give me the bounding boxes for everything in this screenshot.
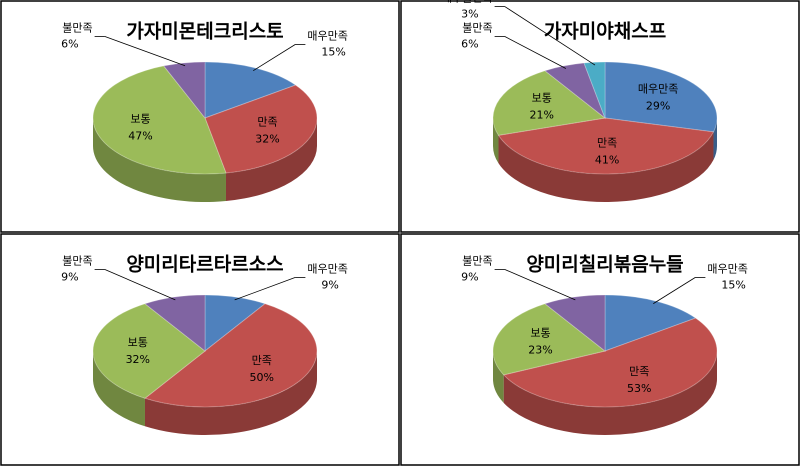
chart-title: 가자미몬테크리스토 — [126, 21, 283, 43]
pie-slice — [497, 117, 715, 175]
value-label: 50% — [250, 371, 274, 384]
category-label: 보통 — [532, 92, 552, 105]
pie-slice — [143, 303, 318, 408]
category-label: 보통 — [530, 327, 550, 340]
pie-slice — [92, 65, 227, 175]
pie-slice — [492, 303, 607, 376]
leader-line — [253, 44, 296, 71]
leader-line — [504, 269, 576, 301]
category-label: 만족 — [629, 365, 649, 378]
leader-line — [104, 36, 186, 67]
leader-line — [104, 269, 176, 301]
category-label: 만족 — [252, 354, 272, 367]
leader-line — [504, 6, 596, 66]
chart-title: 양미리타르타르소스 — [126, 254, 283, 276]
pie-slice — [583, 61, 606, 119]
pie-slice — [204, 84, 318, 174]
value-label: 23% — [528, 344, 552, 357]
category-label: 매우만족 — [707, 262, 747, 275]
pie-slice — [604, 294, 697, 352]
pie-slice — [502, 317, 718, 408]
pie-slice — [143, 294, 206, 353]
value-label: 15% — [321, 45, 345, 58]
chart-title: 양미리칠리볶음누들 — [526, 254, 683, 276]
leader-line — [234, 277, 296, 301]
category-label: 매우만족 — [307, 262, 347, 275]
category-label: 불만족 — [62, 21, 92, 34]
value-label: 32% — [126, 353, 150, 366]
leader-line — [653, 277, 696, 304]
value-label: 6% — [61, 37, 78, 50]
category-label: 보통 — [128, 336, 148, 349]
pie-slice — [543, 294, 606, 353]
value-label: 21% — [530, 109, 554, 122]
value-label: 47% — [128, 129, 152, 142]
chart-title: 가자미야채스프 — [544, 21, 666, 43]
value-label: 29% — [646, 99, 670, 112]
category-label: 매우만족 — [307, 29, 347, 42]
pie-side — [713, 118, 717, 160]
category-label: 매우불만족 — [442, 0, 493, 4]
leader-line — [504, 36, 567, 69]
value-label: 41% — [595, 154, 619, 167]
value-label: 9% — [61, 270, 78, 283]
value-label: 9% — [461, 270, 478, 283]
value-label: 53% — [627, 382, 651, 395]
value-label: 15% — [721, 278, 745, 291]
pie-side — [225, 118, 317, 202]
category-label: 매우만족 — [638, 82, 678, 95]
pie-slice — [204, 61, 297, 119]
category-label: 불만족 — [62, 254, 92, 267]
pie-side — [498, 131, 714, 203]
pie-slice — [543, 62, 607, 120]
pie-slice — [604, 61, 718, 133]
pie-side — [503, 351, 717, 435]
pie-slice — [492, 70, 607, 136]
pie-side — [93, 351, 145, 427]
pie-slice — [92, 303, 206, 399]
category-label: 만족 — [257, 115, 277, 128]
category-label: 보통 — [130, 112, 150, 125]
category-label: 불만족 — [462, 254, 492, 267]
category-label: 만족 — [597, 137, 617, 150]
value-label: 9% — [321, 278, 338, 291]
value-label: 3% — [461, 7, 478, 20]
pie-side — [93, 118, 226, 202]
pie-slice — [162, 61, 206, 120]
pie-side — [144, 351, 317, 435]
pie-side — [493, 118, 499, 164]
value-label: 6% — [461, 37, 478, 50]
pie-side — [493, 351, 504, 403]
category-label: 불만족 — [462, 21, 492, 34]
pie-slice — [204, 294, 267, 353]
value-label: 32% — [255, 132, 279, 145]
